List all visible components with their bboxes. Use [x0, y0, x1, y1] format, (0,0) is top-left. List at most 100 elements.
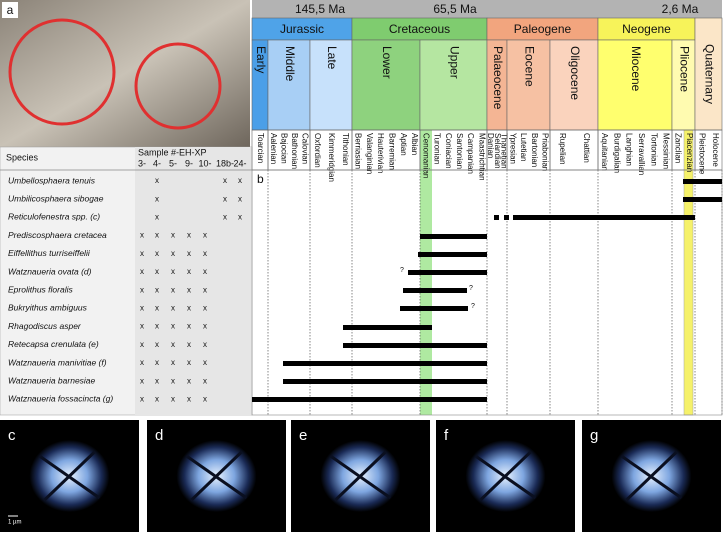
stage-label: Turonian [433, 133, 442, 164]
sample-mark: x [155, 322, 159, 331]
epoch-label: Palaeocene [491, 46, 505, 110]
stage-label: Pleistocene [698, 133, 707, 175]
extinction-cross [43, 450, 96, 502]
sample-mark: x [171, 395, 175, 404]
query-mark: ? [400, 267, 404, 274]
stage-label: Langhian [625, 133, 634, 166]
age-bar [252, 0, 722, 18]
range-bar [683, 179, 722, 184]
species-name: Watznaueria barnesiae [8, 375, 96, 385]
range-bar [504, 215, 509, 220]
range-bar [400, 306, 468, 311]
sample-mark: x [155, 376, 159, 385]
sample-mark: x [140, 285, 144, 294]
sample-mark: x [187, 395, 191, 404]
period-label: Cretaceous [389, 22, 450, 36]
photo-label: f [444, 427, 449, 444]
stage-label: Holocene [711, 133, 720, 167]
sample-header: Sample #-EH-XP [138, 147, 207, 157]
sample-mark: x [223, 194, 227, 203]
sample-mark: x [203, 395, 207, 404]
sample-mark: x [171, 285, 175, 294]
stage-label: Bartonian [530, 133, 539, 167]
range-bar [283, 379, 487, 384]
sample-mark: x [171, 249, 175, 258]
species-name: Reticulofenestra spp. (c) [8, 212, 100, 222]
species-name: Eiffellithus turriseiffelii [8, 248, 91, 258]
stage-label: Bathonian [290, 133, 299, 169]
sample-mark: x [238, 194, 242, 203]
species-name: Prediscosphaera cretacea [8, 230, 107, 240]
stage-label: Maastrichtian [477, 133, 486, 181]
species-name: Umbellosphaera tenuis [8, 175, 96, 185]
stage-label: Tortonian [649, 133, 658, 166]
epoch-label: Late [325, 46, 339, 70]
sample-column: 9- [185, 158, 193, 168]
highlight-column [683, 129, 694, 416]
sample-column-bg [135, 147, 252, 415]
period-label: Quaternary [702, 44, 716, 104]
sample-mark: x [187, 304, 191, 313]
panel-label: b [257, 172, 264, 186]
query-mark: ? [471, 303, 475, 310]
sample-mark: x [140, 395, 144, 404]
sample-mark: x [171, 231, 175, 240]
range-bar [513, 215, 695, 220]
epoch-label: Pliocene [677, 46, 691, 92]
stage-label: Hauterivian [376, 133, 385, 173]
epoch-label: Eocene [522, 46, 536, 87]
sample-mark: x [140, 358, 144, 367]
panel-label: a [7, 3, 14, 17]
sample-mark: x [171, 340, 175, 349]
sample-mark: x [155, 249, 159, 258]
sample-mark: x [171, 267, 175, 276]
epoch-label: Lower [380, 46, 394, 79]
sample-mark: x [140, 249, 144, 258]
photo-label: d [155, 427, 163, 444]
stage-label: Campanian [466, 133, 475, 174]
range-bar [683, 197, 722, 202]
sample-mark: x [140, 376, 144, 385]
stage-label: Coniacian [444, 133, 453, 169]
age-label: 2,6 Ma [662, 2, 699, 16]
sample-mark: x [203, 249, 207, 258]
label-box [2, 2, 18, 18]
stage-label: Kimmeridgian [327, 133, 336, 182]
range-bar [343, 343, 487, 348]
stage-label: Berriasian [354, 133, 363, 169]
epoch-cell [549, 39, 599, 131]
sample-mark: x [155, 267, 159, 276]
stage-label: Toarcian [256, 133, 265, 163]
epoch-label: Early [254, 46, 268, 73]
species-name: Rhagodiscus asper [8, 321, 82, 331]
stage-label: Aalenian [269, 133, 278, 164]
stage-label: Danian [486, 133, 495, 158]
scale-label: 1 µm [8, 520, 21, 526]
range-bar [494, 215, 499, 220]
sample-mark: x [187, 267, 191, 276]
sample-mark: x [203, 340, 207, 349]
sample-mark: x [155, 176, 159, 185]
sample-mark: x [187, 249, 191, 258]
sample-mark: x [187, 358, 191, 367]
sample-column: 24- [233, 158, 246, 168]
period-label: Paleogene [514, 22, 572, 36]
sample-mark: x [140, 267, 144, 276]
period-label: Neogene [622, 22, 671, 36]
sample-mark: x [140, 231, 144, 240]
specimen-photo [0, 0, 250, 147]
photo-label: e [299, 427, 307, 444]
sample-mark: x [155, 231, 159, 240]
sample-mark: x [187, 340, 191, 349]
highlight-circle [8, 18, 116, 126]
stage-label: Priabonian [541, 133, 550, 171]
stage-label: Thanetian [500, 133, 509, 169]
range-bars [252, 179, 722, 402]
sample-mark: x [155, 285, 159, 294]
species-name: Watznaueria ovata (d) [8, 266, 92, 276]
species-name: Bukryithus ambiguus [8, 303, 88, 313]
stage-label: Cenomanian [421, 133, 430, 178]
sample-mark: x [203, 231, 207, 240]
sample-mark: x [171, 322, 175, 331]
epoch-label: Miocene [629, 46, 643, 92]
